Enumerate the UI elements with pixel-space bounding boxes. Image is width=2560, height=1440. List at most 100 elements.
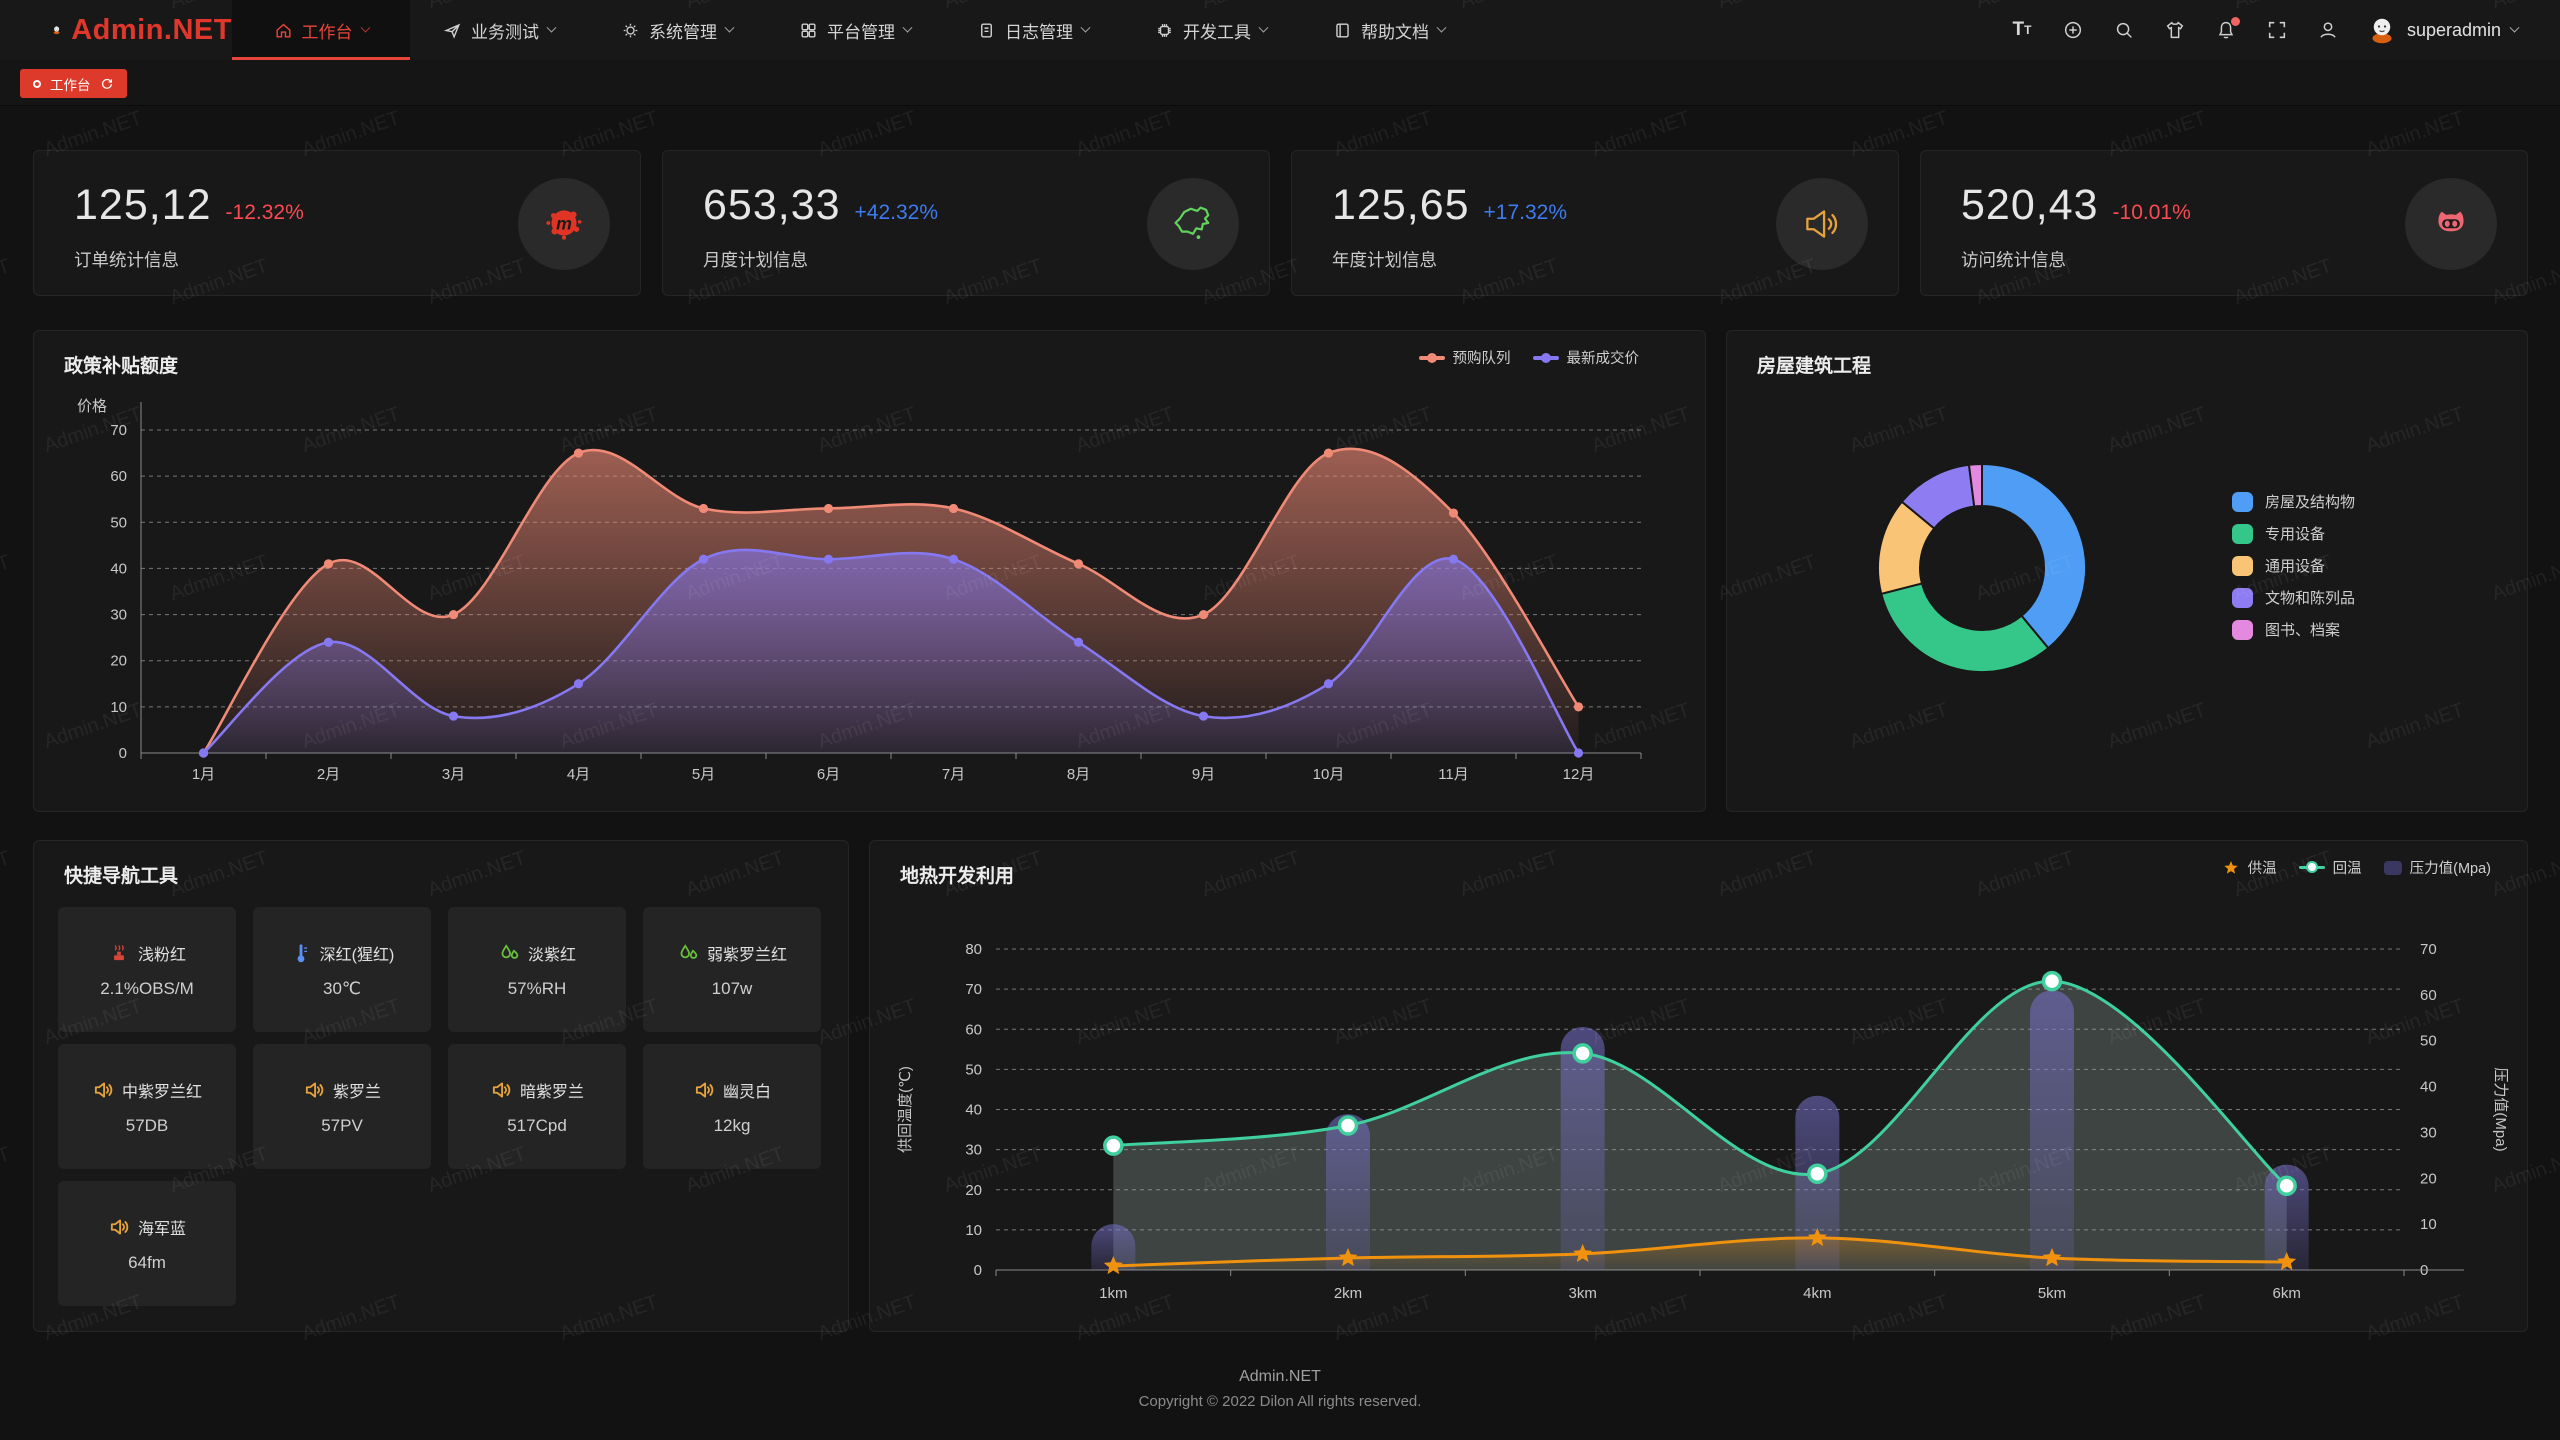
quick-nav-tile[interactable]: 浅粉红 2.1%OBS/M [58, 907, 236, 1032]
legend-label: 房屋及结构物 [2265, 494, 2356, 511]
stat-label: 访问统计信息 [1961, 250, 2066, 270]
grid-icon [801, 22, 816, 38]
notification-bell-icon[interactable] [2214, 17, 2240, 42]
chevron-down-icon [1436, 22, 1447, 33]
legend-item[interactable]: 房屋及结构物 [2232, 491, 2355, 512]
legend-item-return-temp[interactable]: 回温 [2298, 857, 2362, 878]
droplets-icon [680, 944, 698, 959]
chevron-down-icon [902, 22, 913, 33]
legend-item-preorder[interactable]: 预购队列 [1418, 347, 1511, 368]
china-map-icon [1174, 206, 1210, 239]
quick-nav-tile[interactable]: 幽灵白 12kg [643, 1044, 821, 1169]
donut-chart-canvas[interactable] [1727, 331, 2527, 811]
stat-delta: -10.01% [2112, 201, 2191, 224]
legend-swatch-icon [2232, 619, 2253, 640]
cat-icon [2438, 211, 2464, 232]
tile-value: 57%RH [507, 979, 567, 998]
nav-item-system-mgmt[interactable]: 系统管理 [588, 0, 766, 60]
refresh-icon[interactable] [100, 77, 114, 91]
quick-nav-tile[interactable]: 暗紫罗兰 517Cpd [448, 1044, 626, 1169]
speaker-icon [695, 1082, 714, 1098]
nav-item-business-test[interactable]: 业务测试 [410, 0, 588, 60]
stat-icon-bubble [1147, 178, 1239, 270]
watermark-text: Admin.NET [0, 846, 13, 902]
profile-icon[interactable] [2316, 18, 2340, 42]
tile-value: 517Cpd [507, 1116, 567, 1135]
stat-card-orders: 125,12 -12.32% 订单统计信息 m [33, 150, 641, 296]
speaker-icon [1806, 210, 1838, 238]
policy-subsidy-panel: 政策补贴额度 预购队列 最新成交价 0 10 20 30 40 50 60 70 价格 1月 2月 3… [33, 330, 1706, 812]
quick-nav-tile[interactable]: 深红(猩红) 30℃ [253, 907, 431, 1032]
svg-text:50: 50 [2420, 1033, 2437, 1050]
droplets-icon [501, 944, 519, 959]
legend-item[interactable]: 专用设备 [2232, 523, 2355, 544]
legend-item-pressure[interactable]: 压力值(Mpa) [2383, 857, 2491, 878]
quick-nav-tile[interactable]: 紫罗兰 57PV [253, 1044, 431, 1169]
legend-item-latest-price[interactable]: 最新成交价 [1532, 347, 1640, 368]
stat-card-monthly: 653,33 +42.32% 月度计划信息 [662, 150, 1270, 296]
search-icon[interactable] [2112, 18, 2136, 42]
svg-text:50: 50 [110, 514, 127, 531]
svg-text:1月: 1月 [192, 766, 215, 783]
nav-item-platform-mgmt[interactable]: 平台管理 [766, 0, 944, 60]
theme-icon[interactable] [2163, 18, 2187, 42]
panel-title: 快捷导航工具 [64, 866, 179, 887]
svg-text:40: 40 [110, 560, 127, 577]
quick-nav-tile[interactable]: 中紫罗兰红 57DB [58, 1044, 236, 1169]
quick-nav-tile[interactable]: 淡紫红 57%RH [448, 907, 626, 1032]
tile-label: 淡紫红 [527, 947, 576, 964]
brand-logo[interactable]: Admin.NET [0, 0, 232, 60]
quick-nav-tile[interactable]: 弱紫罗兰红 107w [643, 907, 821, 1032]
stat-value: 653,33 [703, 181, 841, 229]
fullscreen-icon[interactable] [2265, 18, 2289, 42]
legend-item[interactable]: 文物和陈列品 [2232, 587, 2355, 608]
bar-marker-icon [2383, 860, 2402, 875]
legend-item-supply-temp[interactable]: 供温 [2222, 857, 2277, 878]
tags-bar: 工作台 [0, 60, 2560, 106]
svg-text:10: 10 [110, 699, 127, 716]
nav-item-dev-tools[interactable]: 开发工具 [1122, 0, 1300, 60]
chevron-down-icon [1258, 22, 1269, 33]
tile-label: 海军蓝 [137, 1221, 186, 1238]
svg-text:价格: 价格 [77, 398, 107, 415]
book-icon [1336, 22, 1349, 38]
legend-label: 压力值(Mpa) [2409, 861, 2491, 877]
legend-swatch-icon [2232, 555, 2253, 576]
svg-text:2月: 2月 [317, 766, 340, 783]
nav-item-workbench[interactable]: 工作台 [232, 0, 410, 60]
stat-icon-bubble [1776, 178, 1868, 270]
tab-workbench[interactable]: 工作台 [20, 69, 127, 98]
legend-item[interactable]: 通用设备 [2232, 555, 2355, 576]
svg-text:70: 70 [110, 422, 127, 439]
svg-text:4km: 4km [1803, 1285, 1831, 1302]
nav-label: 日志管理 [1005, 22, 1073, 42]
stat-icon-bubble [2405, 178, 2497, 270]
quick-nav-tile[interactable]: 海军蓝 64fm [58, 1181, 236, 1306]
nav-item-help-docs[interactable]: 帮助文档 [1300, 0, 1478, 60]
legend-item[interactable]: 图书、档案 [2232, 619, 2355, 640]
svg-text:6月: 6月 [817, 766, 840, 783]
legend-label: 最新成交价 [1566, 351, 1640, 367]
main-nav: 工作台 业务测试 系统管理 平台管理 日志管理 开发工具 [232, 0, 1478, 60]
username: superadmin [2406, 19, 2501, 40]
footer-copyright: Copyright © 2022 Dilon All rights reserv… [1138, 1393, 1422, 1410]
tile-value: 2.1%OBS/M [100, 979, 194, 998]
user-menu[interactable]: superadmin [2367, 15, 2520, 45]
legend-swatch-icon [2232, 523, 2253, 544]
chevron-down-icon [546, 22, 557, 33]
stat-value: 520,43 [1961, 181, 2099, 229]
language-icon[interactable] [2061, 18, 2085, 42]
svg-text:30: 30 [965, 1142, 982, 1159]
line-marker-icon [1532, 352, 1559, 363]
svg-text:20: 20 [2420, 1170, 2437, 1187]
legend-label: 供温 [2247, 861, 2277, 877]
stat-value: 125,12 [74, 181, 212, 229]
stat-icon-bubble: m [518, 178, 610, 270]
panel-title: 地热开发利用 [900, 866, 1015, 887]
svg-text:3km: 3km [1568, 1285, 1596, 1302]
legend-label: 通用设备 [2265, 558, 2326, 575]
nav-item-log-mgmt[interactable]: 日志管理 [944, 0, 1122, 60]
